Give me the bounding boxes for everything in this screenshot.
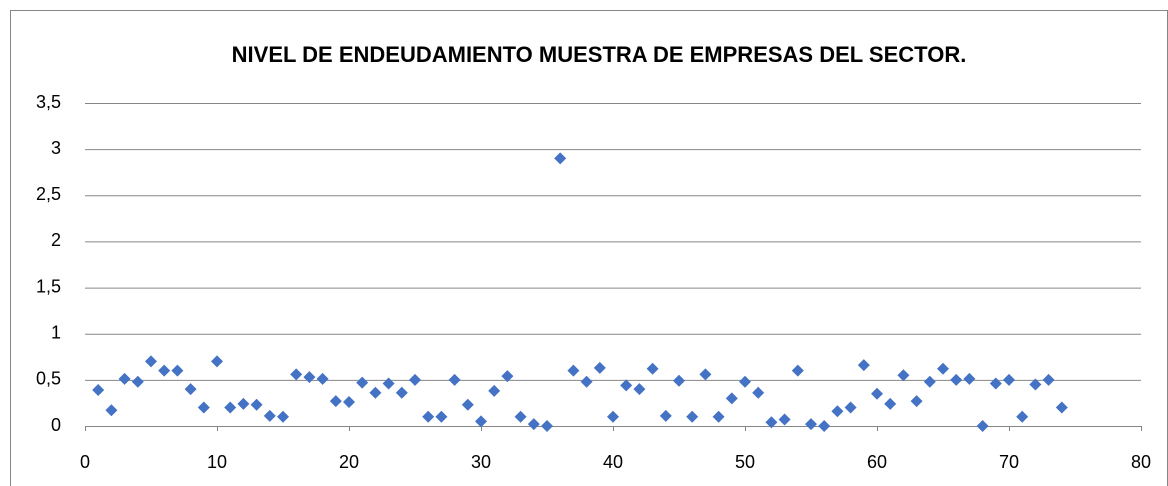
point: [329, 395, 342, 408]
point: [1029, 378, 1042, 391]
x-tick-label: 10: [207, 452, 227, 472]
point: [541, 420, 553, 432]
point: [580, 375, 593, 388]
y-tick-label: 1,5: [36, 276, 61, 296]
point: [1003, 373, 1015, 386]
point: [277, 410, 289, 423]
point: [158, 364, 171, 377]
point: [303, 371, 316, 384]
point: [937, 362, 949, 375]
point: [514, 410, 527, 423]
x-tick-label: 20: [339, 452, 359, 472]
y-tick-label: 3,5: [36, 92, 61, 112]
point: [844, 401, 857, 414]
point: [131, 375, 144, 388]
point: [646, 362, 659, 375]
point: [409, 373, 421, 386]
point: [118, 372, 131, 385]
point: [356, 376, 369, 389]
point: [686, 410, 699, 423]
point: [369, 386, 382, 399]
point: [343, 396, 355, 409]
point: [607, 410, 619, 423]
point: [712, 410, 725, 423]
point: [475, 415, 487, 428]
chart-title: NIVEL DE ENDEUDAMIENTO MUESTRA DE EMPRES…: [232, 42, 967, 67]
point: [923, 375, 936, 388]
point: [250, 398, 263, 411]
x-tick-label: 60: [867, 452, 887, 472]
point: [633, 383, 646, 396]
point: [224, 401, 237, 414]
point: [752, 386, 765, 399]
point: [699, 368, 712, 381]
x-tick-label: 80: [1131, 452, 1151, 472]
point: [673, 374, 685, 387]
point: [435, 410, 448, 423]
y-tick-label: 2: [51, 230, 61, 250]
point: [263, 409, 276, 422]
point: [593, 361, 606, 374]
point: [976, 420, 989, 432]
point: [910, 395, 923, 408]
point: [184, 383, 197, 396]
x-tick-label: 0: [80, 452, 90, 472]
point: [554, 152, 567, 165]
point: [145, 355, 157, 368]
y-tick-label: 0: [51, 415, 61, 435]
point: [290, 368, 303, 381]
point: [884, 397, 897, 410]
point: [488, 384, 501, 397]
point: [659, 409, 672, 422]
point: [857, 359, 870, 372]
point: [382, 377, 395, 390]
point: [1055, 401, 1068, 414]
point: [105, 404, 118, 417]
point: [92, 384, 105, 397]
point: [1042, 373, 1055, 386]
point: [237, 397, 250, 410]
point: [818, 420, 831, 432]
point: [171, 364, 184, 377]
point: [805, 418, 817, 431]
y-tick-label: 2,5: [36, 184, 61, 204]
point: [501, 370, 514, 383]
x-tick-label: 50: [735, 452, 755, 472]
point: [461, 398, 474, 411]
point: [989, 377, 1002, 390]
point: [211, 355, 223, 368]
point: [725, 392, 738, 405]
point: [422, 410, 435, 423]
point: [395, 386, 408, 399]
x-tick-label: 30: [471, 452, 491, 472]
point: [897, 369, 910, 382]
point: [316, 372, 329, 385]
point: [527, 418, 540, 431]
point: [791, 364, 804, 377]
point: [778, 413, 791, 426]
point: [963, 372, 976, 385]
point: [567, 364, 580, 377]
point: [871, 387, 883, 400]
point: [831, 405, 844, 418]
y-tick-label: 1: [51, 322, 61, 342]
point: [739, 375, 751, 388]
point: [950, 373, 963, 386]
y-tick-label: 3: [51, 138, 61, 158]
x-tick-label: 40: [603, 452, 623, 472]
chart-border: [10, 10, 1168, 486]
point: [448, 373, 461, 386]
y-tick-label: 0,5: [36, 369, 61, 389]
point: [1016, 410, 1029, 423]
point: [620, 379, 633, 392]
point: [765, 416, 778, 429]
x-tick-label: 70: [999, 452, 1019, 472]
point: [197, 401, 210, 414]
